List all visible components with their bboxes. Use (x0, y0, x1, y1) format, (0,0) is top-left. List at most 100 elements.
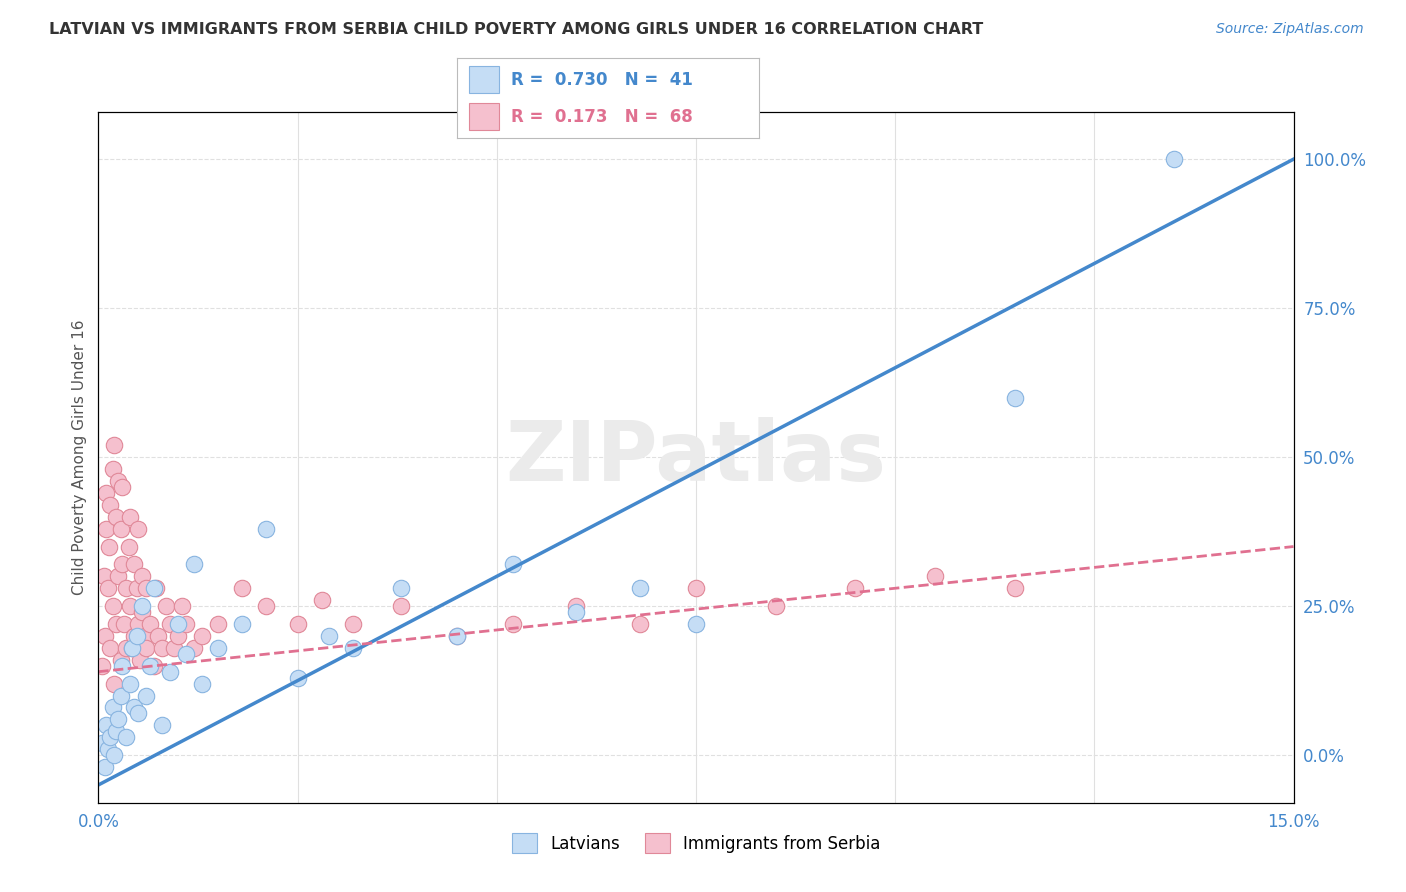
Point (1004, 391, 1026, 405)
Point (104, 509, 127, 524)
Point (389, 581, 412, 595)
Point (172, 599, 194, 614)
Point (231, 617, 253, 632)
Point (107, 712, 129, 726)
Point (191, 629, 214, 643)
Point (143, 581, 166, 595)
Text: R =  0.730   N =  41: R = 0.730 N = 41 (512, 70, 693, 88)
Point (207, 640, 229, 655)
Point (98, 498, 122, 512)
Point (91, 736, 114, 750)
Point (139, 617, 162, 632)
Point (844, 581, 866, 595)
Point (1163, 152, 1185, 166)
Point (121, 640, 143, 655)
Point (97, 540, 120, 554)
Point (183, 558, 205, 572)
Point (120, 676, 142, 690)
Point (287, 671, 309, 685)
Legend: Latvians, Immigrants from Serbia: Latvians, Immigrants from Serbia (505, 827, 887, 860)
Point (124, 558, 146, 572)
Point (103, 748, 125, 763)
Point (111, 480, 134, 494)
Point (97, 581, 120, 595)
Point (131, 605, 153, 619)
Point (254, 522, 277, 536)
Point (111, 558, 134, 572)
Point (101, 599, 124, 614)
Point (167, 629, 190, 643)
Point (107, 569, 129, 583)
Point (628, 617, 651, 632)
Text: LATVIAN VS IMMIGRANTS FROM SERBIA CHILD POVERTY AMONG GIRLS UNDER 16 CORRELATION: LATVIAN VS IMMIGRANTS FROM SERBIA CHILD … (49, 22, 983, 37)
Point (159, 617, 181, 632)
Point (174, 647, 197, 661)
Point (446, 629, 468, 643)
Point (389, 599, 412, 614)
Point (143, 658, 166, 673)
Point (131, 599, 153, 614)
Point (207, 617, 229, 632)
Point (139, 658, 162, 673)
Point (565, 605, 588, 619)
Point (97, 742, 120, 756)
Point (287, 617, 309, 632)
Point (115, 581, 138, 595)
Point (107, 474, 129, 488)
Point (1004, 581, 1026, 595)
Point (96, 718, 118, 732)
Point (120, 599, 142, 614)
Point (125, 581, 148, 595)
Point (191, 676, 214, 690)
Point (103, 438, 125, 452)
Point (94, 760, 117, 774)
Point (91, 658, 114, 673)
Point (94, 629, 117, 643)
Point (150, 718, 173, 732)
Point (318, 629, 340, 643)
Point (135, 689, 157, 703)
Point (924, 569, 946, 583)
Point (159, 665, 181, 679)
Point (96, 522, 118, 536)
Bar (470, 66, 499, 94)
Point (342, 617, 364, 632)
Point (685, 617, 707, 632)
Point (125, 629, 148, 643)
Point (145, 581, 167, 595)
Point (128, 653, 150, 667)
Point (124, 700, 146, 714)
Point (121, 640, 143, 655)
Point (155, 599, 177, 614)
Point (135, 640, 157, 655)
Point (150, 640, 173, 655)
Point (502, 617, 524, 632)
Point (98, 731, 122, 745)
Point (183, 640, 205, 655)
Point (127, 706, 149, 721)
Point (115, 731, 138, 745)
Point (135, 581, 157, 595)
Text: Source: ZipAtlas.com: Source: ZipAtlas.com (1216, 22, 1364, 37)
Text: R =  0.173   N =  68: R = 0.173 N = 68 (512, 108, 693, 126)
Y-axis label: Child Poverty Among Girls Under 16: Child Poverty Among Girls Under 16 (72, 319, 87, 595)
Point (120, 509, 142, 524)
Point (110, 653, 132, 667)
Point (163, 640, 186, 655)
Point (110, 689, 132, 703)
Point (342, 640, 364, 655)
Point (565, 599, 588, 614)
Point (167, 617, 190, 632)
Bar (470, 103, 499, 130)
Point (127, 617, 149, 632)
Point (115, 640, 138, 655)
Point (103, 676, 125, 690)
Point (96, 486, 118, 500)
Point (685, 581, 707, 595)
Point (311, 593, 333, 607)
Point (502, 558, 524, 572)
Text: ZIPatlas: ZIPatlas (506, 417, 886, 498)
Point (124, 629, 146, 643)
Point (111, 658, 134, 673)
Point (446, 629, 468, 643)
